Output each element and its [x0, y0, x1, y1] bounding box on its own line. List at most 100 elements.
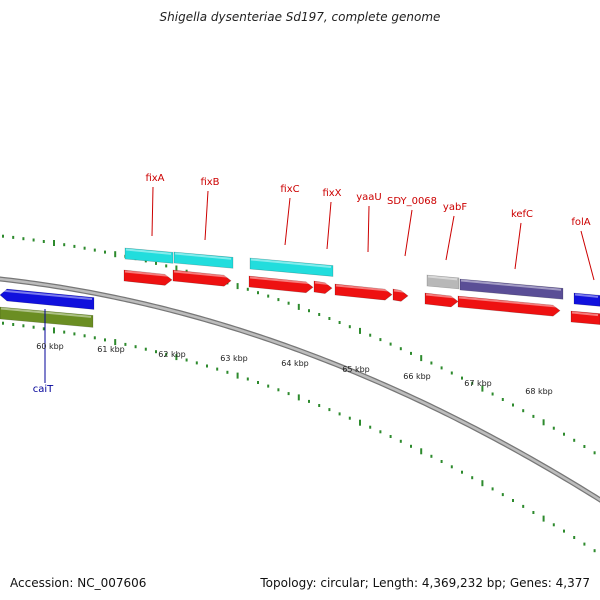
gene-features	[0, 248, 600, 327]
tick-mark	[532, 511, 534, 514]
scale-label: 67 kbp	[464, 379, 492, 388]
tick-mark	[451, 465, 453, 468]
scale-label: 66 kbp	[403, 372, 431, 381]
tick-mark	[165, 264, 167, 267]
tick-mark	[216, 368, 218, 371]
gene-label-fixC: fixC	[280, 184, 299, 195]
tick-mark	[430, 362, 432, 365]
scale-label: 64 kbp	[281, 359, 309, 368]
leader-line-yabF	[446, 216, 454, 260]
tick-mark	[267, 385, 269, 388]
tick-mark	[226, 371, 228, 374]
tick-mark	[145, 348, 147, 351]
tick-mark	[104, 251, 106, 254]
tick-mark	[114, 251, 116, 257]
gene-label-folA: folA	[571, 217, 590, 228]
tick-mark	[441, 460, 443, 463]
tick-mark	[532, 415, 534, 418]
tick-mark	[553, 523, 555, 526]
tick-mark	[594, 549, 596, 552]
tick-mark	[543, 419, 545, 425]
tick-mark	[73, 245, 75, 248]
tick-mark	[583, 543, 585, 546]
tick-mark	[471, 476, 473, 479]
tick-mark	[573, 536, 575, 539]
scale-label: 61 kbp	[97, 345, 125, 354]
tick-mark	[349, 325, 351, 328]
tick-mark	[298, 304, 300, 310]
tick-mark	[84, 247, 86, 250]
tick-mark	[492, 487, 494, 490]
tick-mark	[563, 530, 565, 533]
tick-mark	[43, 240, 45, 243]
gene-label-kefC: kefC	[511, 209, 533, 220]
tick-mark	[308, 309, 310, 312]
gene-label-yabF: yabF	[443, 202, 467, 213]
tick-mark	[155, 350, 157, 353]
tick-mark	[318, 404, 320, 407]
tick-mark	[63, 331, 65, 334]
gene-label-caiT: caiT	[33, 384, 54, 395]
leader-line-fixX	[327, 202, 331, 249]
genome-info-text: Topology: circular; Length: 4,369,232 bp…	[260, 576, 590, 590]
tick-mark	[318, 313, 320, 316]
tick-mark	[359, 420, 361, 426]
tick-mark	[461, 471, 463, 474]
tick-mark	[563, 433, 565, 436]
tick-mark	[543, 516, 545, 522]
tick-mark	[277, 388, 279, 391]
leader-line-kefC	[515, 223, 521, 269]
gene-label-SDY_0068: SDY_0068	[387, 196, 437, 207]
tick-mark	[420, 448, 422, 454]
tick-mark	[267, 295, 269, 298]
tick-mark	[206, 365, 208, 368]
tick-mark	[308, 400, 310, 403]
genome-map: fixA fixBfixC fixX yaaU SDY_0068yabFkefCfolA…	[0, 0, 600, 600]
tick-mark	[104, 338, 106, 341]
gene-feature-highlight	[394, 291, 406, 292]
tick-mark	[410, 352, 412, 355]
tick-mark	[430, 455, 432, 458]
tick-mark	[257, 291, 259, 294]
tick-mark	[277, 298, 279, 301]
tick-mark	[369, 426, 371, 429]
tick-mark	[339, 412, 341, 415]
tick-mark	[2, 322, 4, 325]
tick-mark	[94, 249, 96, 252]
tick-mark	[247, 288, 249, 291]
tick-mark	[481, 480, 483, 486]
leader-line-yaaU	[368, 206, 369, 252]
tick-mark	[502, 398, 504, 401]
inner-tick-ring	[2, 322, 596, 553]
tick-mark	[33, 239, 35, 242]
accession-text: Accession: NC_007606	[10, 576, 146, 590]
tick-mark	[186, 359, 188, 362]
tick-mark	[2, 235, 4, 238]
scale-label: 60 kbp	[36, 342, 64, 351]
tick-mark	[400, 347, 402, 350]
tick-mark	[53, 240, 55, 246]
tick-mark	[349, 417, 351, 420]
tick-mark	[390, 343, 392, 346]
leader-line-folA	[581, 231, 594, 280]
tick-mark	[512, 404, 514, 407]
leader-line-fixB	[205, 191, 208, 240]
tick-mark	[328, 317, 330, 320]
tick-mark	[328, 408, 330, 411]
tick-mark	[594, 451, 596, 454]
tick-mark	[22, 324, 24, 327]
leader-line-SDY_0068	[405, 210, 412, 256]
gene-label-fixB: fixB	[200, 177, 219, 188]
tick-mark	[53, 327, 55, 333]
gene-label-fixA: fixA	[145, 173, 164, 184]
tick-mark	[237, 373, 239, 379]
tick-mark	[22, 237, 24, 240]
tick-mark	[135, 345, 137, 348]
scale-label: 65 kbp	[342, 365, 370, 374]
tick-mark	[84, 334, 86, 337]
tick-mark	[461, 377, 463, 380]
tick-mark	[155, 262, 157, 265]
scale-label: 63 kbp	[220, 354, 248, 363]
tick-mark	[502, 493, 504, 496]
tick-mark	[379, 430, 381, 433]
